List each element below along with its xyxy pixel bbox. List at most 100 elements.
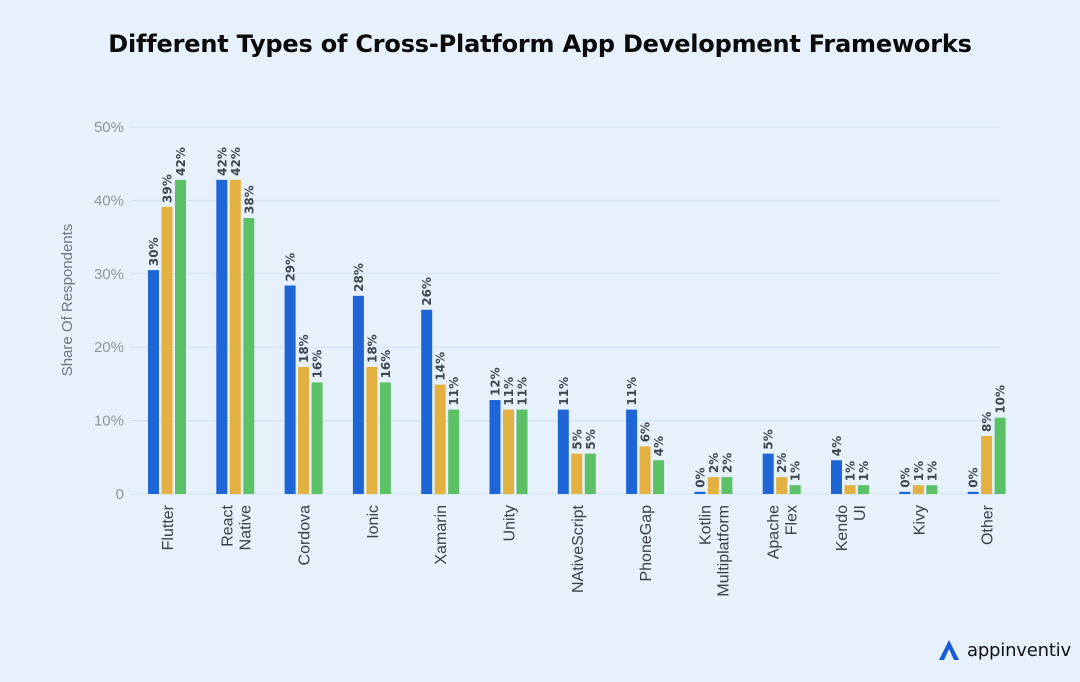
bar — [899, 491, 911, 494]
bar — [926, 485, 938, 494]
x-tick-label: React — [219, 504, 236, 546]
data-label: 12% — [489, 367, 503, 396]
data-label: 1% — [844, 461, 858, 481]
x-tick-label: Apache — [766, 505, 783, 559]
bar — [229, 179, 241, 494]
data-label: 10% — [994, 385, 1008, 414]
data-label: 4% — [652, 436, 666, 456]
bar — [311, 382, 323, 494]
bar — [175, 179, 186, 494]
data-label: 8% — [980, 412, 994, 432]
data-label: 5% — [570, 429, 584, 449]
appinventiv-logo-icon — [939, 640, 959, 660]
data-label: 0% — [898, 467, 912, 487]
x-tick-label: Unity — [502, 505, 519, 541]
bar — [967, 491, 979, 494]
data-label: 0% — [693, 467, 707, 487]
bar — [639, 446, 651, 494]
bar — [584, 453, 596, 494]
data-label: 11% — [502, 377, 516, 406]
data-label: 30% — [147, 237, 161, 266]
x-tick-label: Flex — [784, 505, 801, 535]
data-label: 2% — [720, 453, 734, 473]
data-label: 26% — [420, 277, 434, 306]
y-tick-label: 40% — [94, 192, 124, 209]
data-label: 2% — [775, 453, 789, 473]
data-label: 1% — [912, 461, 926, 481]
chart-title: Different Types of Cross-Platform App De… — [108, 30, 972, 58]
data-label: 4% — [830, 436, 844, 456]
y-tick-label: 10% — [94, 413, 124, 430]
data-label: 0% — [967, 467, 981, 487]
brand-logo: appinventiv — [937, 635, 1071, 665]
data-label: 11% — [516, 377, 530, 406]
bar — [448, 409, 460, 494]
x-tick-label: Ionic — [365, 505, 382, 539]
data-label: 28% — [352, 263, 366, 292]
bar — [161, 207, 173, 495]
bar — [434, 384, 446, 494]
y-tick-label: 30% — [94, 266, 124, 283]
x-tick-label: Kendo — [834, 505, 851, 551]
bar — [571, 453, 583, 494]
x-tick-label: Native — [237, 505, 254, 550]
data-label: 14% — [434, 352, 448, 381]
data-label: 11% — [447, 377, 461, 406]
x-tick-label: Kivy — [911, 505, 928, 535]
bar — [858, 485, 869, 494]
x-tick-label: PhoneGap — [638, 505, 655, 582]
data-label: 1% — [925, 461, 939, 481]
bar — [489, 400, 501, 494]
bar — [981, 436, 993, 494]
data-label: 5% — [584, 429, 598, 449]
x-tick-label: NAtiveScript — [570, 504, 587, 593]
x-tick-label: Other — [980, 504, 997, 545]
bar — [762, 453, 774, 494]
bar — [503, 409, 514, 494]
data-label: 5% — [762, 429, 776, 449]
bar — [421, 309, 433, 494]
data-label: 1% — [857, 461, 871, 481]
x-tick-label: Multiplatform — [715, 505, 732, 597]
bar — [352, 295, 364, 494]
bar — [516, 409, 528, 494]
bar — [626, 409, 638, 494]
bar — [694, 491, 706, 494]
bar — [844, 485, 856, 494]
data-label: 42% — [215, 147, 229, 176]
data-label: 42% — [174, 147, 188, 176]
bar — [284, 285, 296, 494]
data-label: 11% — [557, 377, 571, 406]
data-label: 16% — [379, 350, 393, 379]
bar — [298, 367, 310, 494]
y-axis-label: Share Of Respondents — [59, 224, 76, 377]
bar — [653, 460, 665, 494]
bar — [557, 409, 569, 494]
bar — [148, 270, 159, 494]
x-tick-label: UI — [852, 505, 869, 521]
bar — [776, 477, 788, 494]
x-tick-label: Flutter — [160, 504, 177, 550]
bar — [366, 367, 378, 494]
x-tick-label: Xamarin — [433, 505, 450, 565]
data-label: 1% — [789, 461, 803, 481]
bar — [912, 485, 924, 494]
bar — [216, 179, 228, 494]
bar — [789, 485, 801, 494]
bar — [379, 382, 391, 494]
brand-name: appinventiv — [967, 639, 1071, 661]
x-tick-label: Cordova — [297, 505, 314, 566]
y-tick-label: 50% — [94, 119, 124, 136]
bar — [831, 460, 842, 494]
x-tick-label: Kotlin — [697, 505, 714, 545]
bar — [721, 477, 733, 494]
y-tick-label: 20% — [94, 339, 124, 356]
data-label: 18% — [365, 334, 379, 363]
bar — [707, 477, 719, 494]
data-label: 16% — [311, 350, 325, 379]
y-tick-label: 0 — [116, 486, 124, 503]
data-label: 2% — [707, 453, 721, 473]
data-label: 29% — [284, 253, 298, 282]
data-label: 11% — [625, 377, 639, 406]
